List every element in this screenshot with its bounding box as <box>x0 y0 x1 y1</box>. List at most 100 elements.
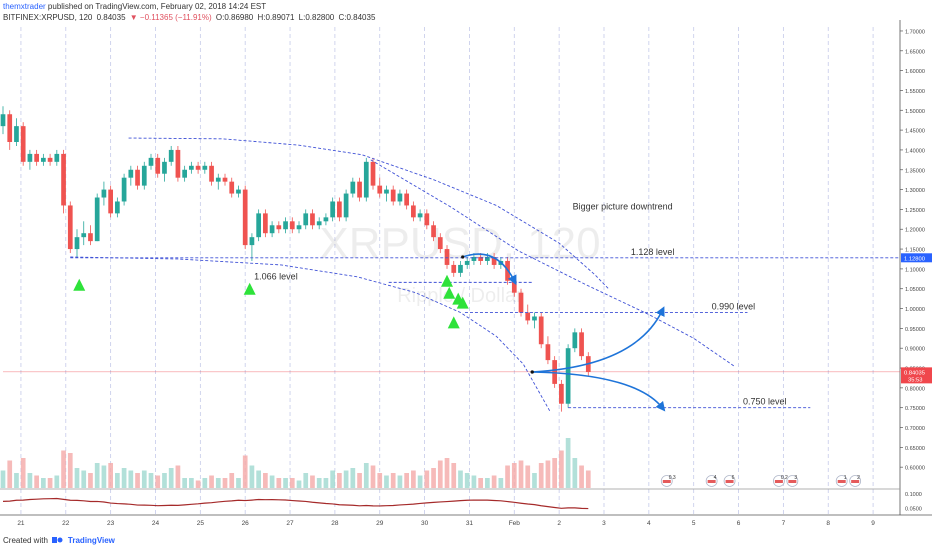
indicator-tick-label: 0.0500 <box>905 506 922 512</box>
candle <box>384 185 389 202</box>
candle-body <box>363 161 369 198</box>
time-tick-label: 9 <box>871 520 875 527</box>
candle-body <box>289 221 295 230</box>
created-with-text: Created with <box>3 535 48 545</box>
volume-bar <box>236 478 241 488</box>
candle <box>310 209 315 230</box>
event-badge-label: 4 <box>714 475 717 481</box>
candle <box>532 312 537 329</box>
time-axis[interactable]: 21 22 23 24 25 26 27 28 29 30 31 Feb 2 3 4 5 6 7 8 9 <box>17 520 875 527</box>
time-tick-label: 8 <box>826 520 830 527</box>
volume-bar <box>357 473 362 488</box>
last-price: 0.84035 <box>96 13 126 22</box>
candle <box>404 189 410 210</box>
watermark-description: Ripple / Dollar <box>397 285 523 307</box>
buy-signal-triangle <box>73 278 86 291</box>
candle-body <box>424 213 430 226</box>
candle-body <box>276 225 282 230</box>
candle <box>464 257 470 269</box>
volume-bar <box>303 473 309 488</box>
candle-body <box>357 181 362 198</box>
candle-body <box>7 114 13 142</box>
candle <box>451 260 457 277</box>
candle-body <box>411 205 416 218</box>
candle-body <box>34 153 39 162</box>
volume-bar <box>296 480 302 488</box>
candle-body <box>337 201 342 218</box>
buy-signal-triangle <box>441 274 454 287</box>
candle <box>34 149 39 166</box>
candle <box>343 189 349 222</box>
volume-bar <box>411 470 416 488</box>
indicator-tick-label: 0.1000 <box>905 492 922 498</box>
event-badges: 0.3 4 6 0.2 3 1 2 <box>660 475 862 487</box>
volume-bar <box>572 458 578 488</box>
volume-bar <box>263 473 268 488</box>
candle-body <box>88 233 93 242</box>
volume-bar <box>343 470 349 488</box>
candle-body <box>437 237 443 250</box>
candle-body <box>296 225 302 230</box>
candle-body <box>74 237 80 250</box>
level-label: 0.990 level <box>712 302 756 312</box>
volume-bar <box>579 465 584 488</box>
time-tick-label: 2 <box>557 520 561 527</box>
candle-body <box>182 169 187 178</box>
candle <box>350 177 356 198</box>
symbol-label[interactable]: BITFINEX:XRPUSD, 120 <box>3 13 93 22</box>
time-tick-label: 28 <box>331 520 339 527</box>
candle <box>579 328 584 361</box>
tradingview-brand[interactable]: TradingView <box>67 535 115 545</box>
volume-bar <box>545 460 551 488</box>
volume-bar <box>316 478 322 488</box>
candle <box>296 221 302 234</box>
candle-body <box>316 221 322 226</box>
candle <box>363 157 369 202</box>
candle <box>437 233 443 254</box>
candle <box>74 229 80 257</box>
price-axis[interactable]: 0.600000.650000.700000.750000.800000.850… <box>900 29 932 472</box>
time-tick-label: 31 <box>466 520 474 527</box>
candle <box>121 173 127 206</box>
price-tick-label: 1.25000 <box>905 208 925 214</box>
price-tick-label: 1.15000 <box>905 248 925 254</box>
candle <box>283 217 288 234</box>
candle <box>27 149 33 170</box>
candle-body <box>565 348 571 404</box>
candle <box>155 153 161 178</box>
candle-body <box>236 189 241 194</box>
candle-body <box>61 153 66 206</box>
candle-body <box>242 189 248 246</box>
candle-body <box>256 213 261 238</box>
candle-body <box>195 165 201 170</box>
footer: Created with TradingView <box>3 535 115 545</box>
low-value: L:0.82800 <box>298 13 335 22</box>
candle-body <box>47 157 53 162</box>
volume-bar <box>155 475 161 488</box>
projection-arrow <box>532 306 665 373</box>
volume-bar <box>464 473 470 488</box>
volume-bar <box>209 475 214 488</box>
candle-body <box>491 257 497 265</box>
candle-body <box>202 165 208 170</box>
time-tick-label: 27 <box>286 520 294 527</box>
candle-body <box>269 225 275 234</box>
candle-body <box>121 177 127 202</box>
volume-bar <box>141 470 147 488</box>
author-link[interactable]: themxtrader <box>3 2 46 11</box>
time-tick-label: 7 <box>782 520 786 527</box>
horizontal-levels: 1.128 level 1.066 level 0.990 level 0.750 l… <box>70 247 900 409</box>
volume-bar <box>310 475 315 488</box>
price-tick-label: 0.80000 <box>905 386 925 392</box>
volume-bar <box>350 468 356 488</box>
candle-body <box>390 189 396 202</box>
candle-body <box>27 153 33 162</box>
candle <box>552 356 558 388</box>
candle-body <box>189 165 194 170</box>
volume-bar <box>525 465 531 488</box>
volume-bar <box>404 473 410 488</box>
volume-bar <box>276 478 282 488</box>
event-badge-flag <box>662 480 671 483</box>
